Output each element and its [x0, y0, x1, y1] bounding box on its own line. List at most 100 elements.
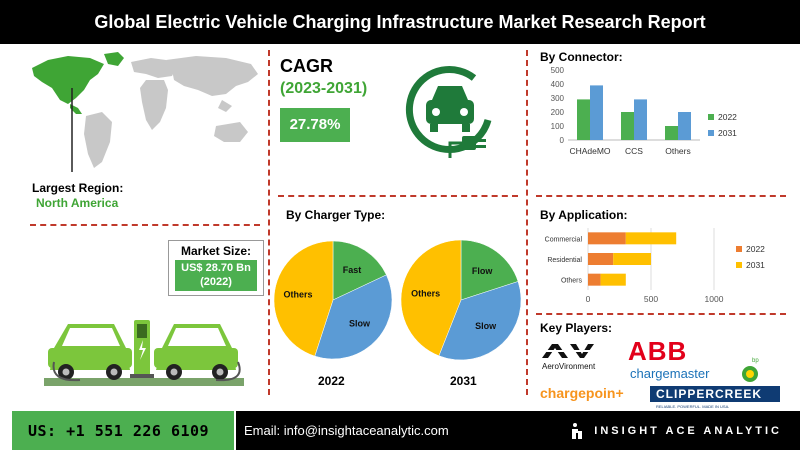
application-bar-2022-residential: [588, 253, 614, 265]
clippercreek-logo: CLIPPERCREEK RELIABLE. POWERFUL. MADE IN…: [650, 386, 780, 409]
ev-car-plug-icon: [405, 66, 492, 158]
footer-brand-text: INSIGHT ACE ANALYTIC: [594, 424, 782, 437]
key-players-logos: AeroVironment ABB chargemaster bp charge…: [540, 336, 780, 409]
market-size-value: US$ 28.70 Bn: [181, 262, 251, 274]
application-chart: 0 500 1000 Commercial Residential Others 2022 2…: [545, 228, 765, 304]
connector-y-tick: 500: [551, 66, 565, 75]
cagr-label: CAGR: [280, 56, 333, 76]
connector-x-label: CCS: [625, 146, 643, 156]
chargepoint-text: chargepoin+: [540, 385, 624, 401]
pie-2022-caption: 2022: [318, 374, 345, 388]
world-map: [32, 52, 258, 172]
chargemaster-text: chargemaster: [630, 366, 710, 381]
connector-legend-swatch-2022: [708, 114, 714, 120]
aerovironment-logo: AeroVironment: [542, 344, 598, 371]
pie-slice-others: [273, 240, 334, 357]
charging-station-icon: [130, 320, 154, 378]
pie-slice-flow: [460, 239, 519, 301]
application-legend-swatch-2022: [736, 246, 742, 252]
cagr-period: (2023-2031): [280, 80, 368, 97]
connector-x-label: CHAdeMO: [569, 146, 610, 156]
connector-bar-2022-CCS: [621, 112, 634, 140]
connector-y-tick: 200: [551, 108, 565, 117]
right-car-icon: [154, 324, 238, 380]
largest-region-value: North America: [36, 196, 119, 210]
pie-label-fast: Fast: [343, 265, 362, 275]
left-car-icon: [48, 324, 132, 380]
application-bar-2031-commercial: [625, 232, 677, 245]
divider-left: [268, 50, 270, 395]
pie-label-others: Others: [411, 288, 440, 298]
market-size-box: Market Size: US$ 28.70 Bn (2022): [168, 240, 264, 296]
clippercreek-text: CLIPPERCREEK: [656, 387, 762, 401]
footer-bar: Email: info@insightaceanalytic.com INSIG…: [236, 411, 800, 450]
pie-slice-others: [400, 239, 462, 357]
connector-y-tick: 0: [560, 136, 565, 145]
charger-pie-2022: Fast Slow Others: [273, 240, 393, 360]
divider-center-horizontal: [278, 195, 518, 197]
connector-chart-title: By Connector:: [540, 50, 623, 64]
connector-bar-2031-Others: [678, 112, 691, 140]
key-players-label: Key Players:: [540, 321, 613, 335]
connector-bar-2022-Others: [665, 126, 678, 140]
connector-bar-2031-CCS: [634, 99, 647, 140]
connector-y-tick: 100: [551, 122, 565, 131]
connector-legend-swatch-2031: [708, 130, 714, 136]
connector-bar-2022-CHAdeMO: [577, 99, 590, 140]
pie-slice-slow: [314, 274, 393, 360]
application-legend-swatch-2031: [736, 262, 742, 268]
charger-type-title: By Charger Type:: [286, 208, 386, 222]
market-size-year: (2022): [200, 276, 232, 288]
connector-y-tick: 400: [551, 80, 565, 89]
connector-legend-label: 2022: [718, 112, 737, 122]
brand-logo-icon: [572, 422, 583, 439]
pie-2031-caption: 2031: [450, 374, 477, 388]
pie-label-flow: Flow: [472, 266, 493, 276]
connector-y-tick: 300: [551, 94, 565, 103]
pie-label-slow: Slow: [475, 321, 497, 331]
abb-text: ABB: [628, 336, 687, 366]
page-title: Global Electric Vehicle Charging Infrast…: [0, 0, 800, 44]
connector-chart: 0 100 200 300 400 500 CHAdeMO CCS Others 2022 2031: [551, 66, 738, 156]
divider-right-horizontal-top: [536, 195, 786, 197]
application-y-label: Commercial: [545, 236, 583, 243]
footer-brand: INSIGHT ACE ANALYTIC: [570, 411, 782, 450]
application-bar-2031-others: [600, 273, 626, 286]
connector-x-label: Others: [665, 146, 691, 156]
connector-bar-2031-CHAdeMO: [590, 85, 603, 140]
bp-text: bp: [752, 358, 759, 364]
market-size-label: Market Size:: [180, 244, 252, 258]
pie-slice-slow: [438, 281, 522, 361]
clippercreek-tagline: RELIABLE. POWERFUL. MADE IN USA.: [656, 404, 729, 409]
application-legend-label: 2022: [746, 244, 765, 254]
ev-charging-illustration: [44, 320, 244, 386]
application-chart-title: By Application:: [540, 208, 628, 222]
divider-right-horizontal-bottom: [536, 313, 786, 315]
application-x-tick: 500: [644, 294, 658, 304]
application-x-tick: 0: [586, 294, 591, 304]
abb-logo: ABB: [628, 336, 687, 366]
chargemaster-logo: chargemaster: [630, 366, 710, 381]
divider-left-horizontal: [30, 224, 260, 226]
footer-phone-text: US: +1 551 226 6109: [28, 421, 210, 440]
application-legend-label: 2031: [746, 260, 765, 270]
application-bar-2022-commercial: [588, 232, 626, 245]
cagr-value: 27.78%: [280, 108, 350, 142]
pie-slice-fast: [332, 240, 387, 301]
application-x-tick: 1000: [705, 294, 724, 304]
page-title-text: Global Electric Vehicle Charging Infrast…: [94, 11, 706, 32]
application-y-label: Residential: [547, 257, 582, 264]
aerovironment-text: AeroVironment: [542, 362, 596, 371]
application-bar-2022-others: [588, 273, 601, 286]
application-bar-2031-residential: [613, 253, 651, 265]
footer-email[interactable]: Email: info@insightaceanalytic.com: [244, 423, 449, 438]
largest-region-label: Largest Region:: [32, 181, 124, 195]
connector-legend-label: 2031: [718, 128, 737, 138]
chargepoint-logo: chargepoin+: [540, 385, 624, 401]
divider-right: [526, 50, 528, 395]
charger-pie-2031: Flow Slow Others: [400, 239, 522, 361]
market-size-value-box: US$ 28.70 Bn (2022): [175, 260, 257, 291]
footer-phone[interactable]: US: +1 551 226 6109: [12, 411, 234, 450]
pie-label-others: Others: [284, 289, 313, 299]
application-y-label: Others: [561, 278, 583, 285]
